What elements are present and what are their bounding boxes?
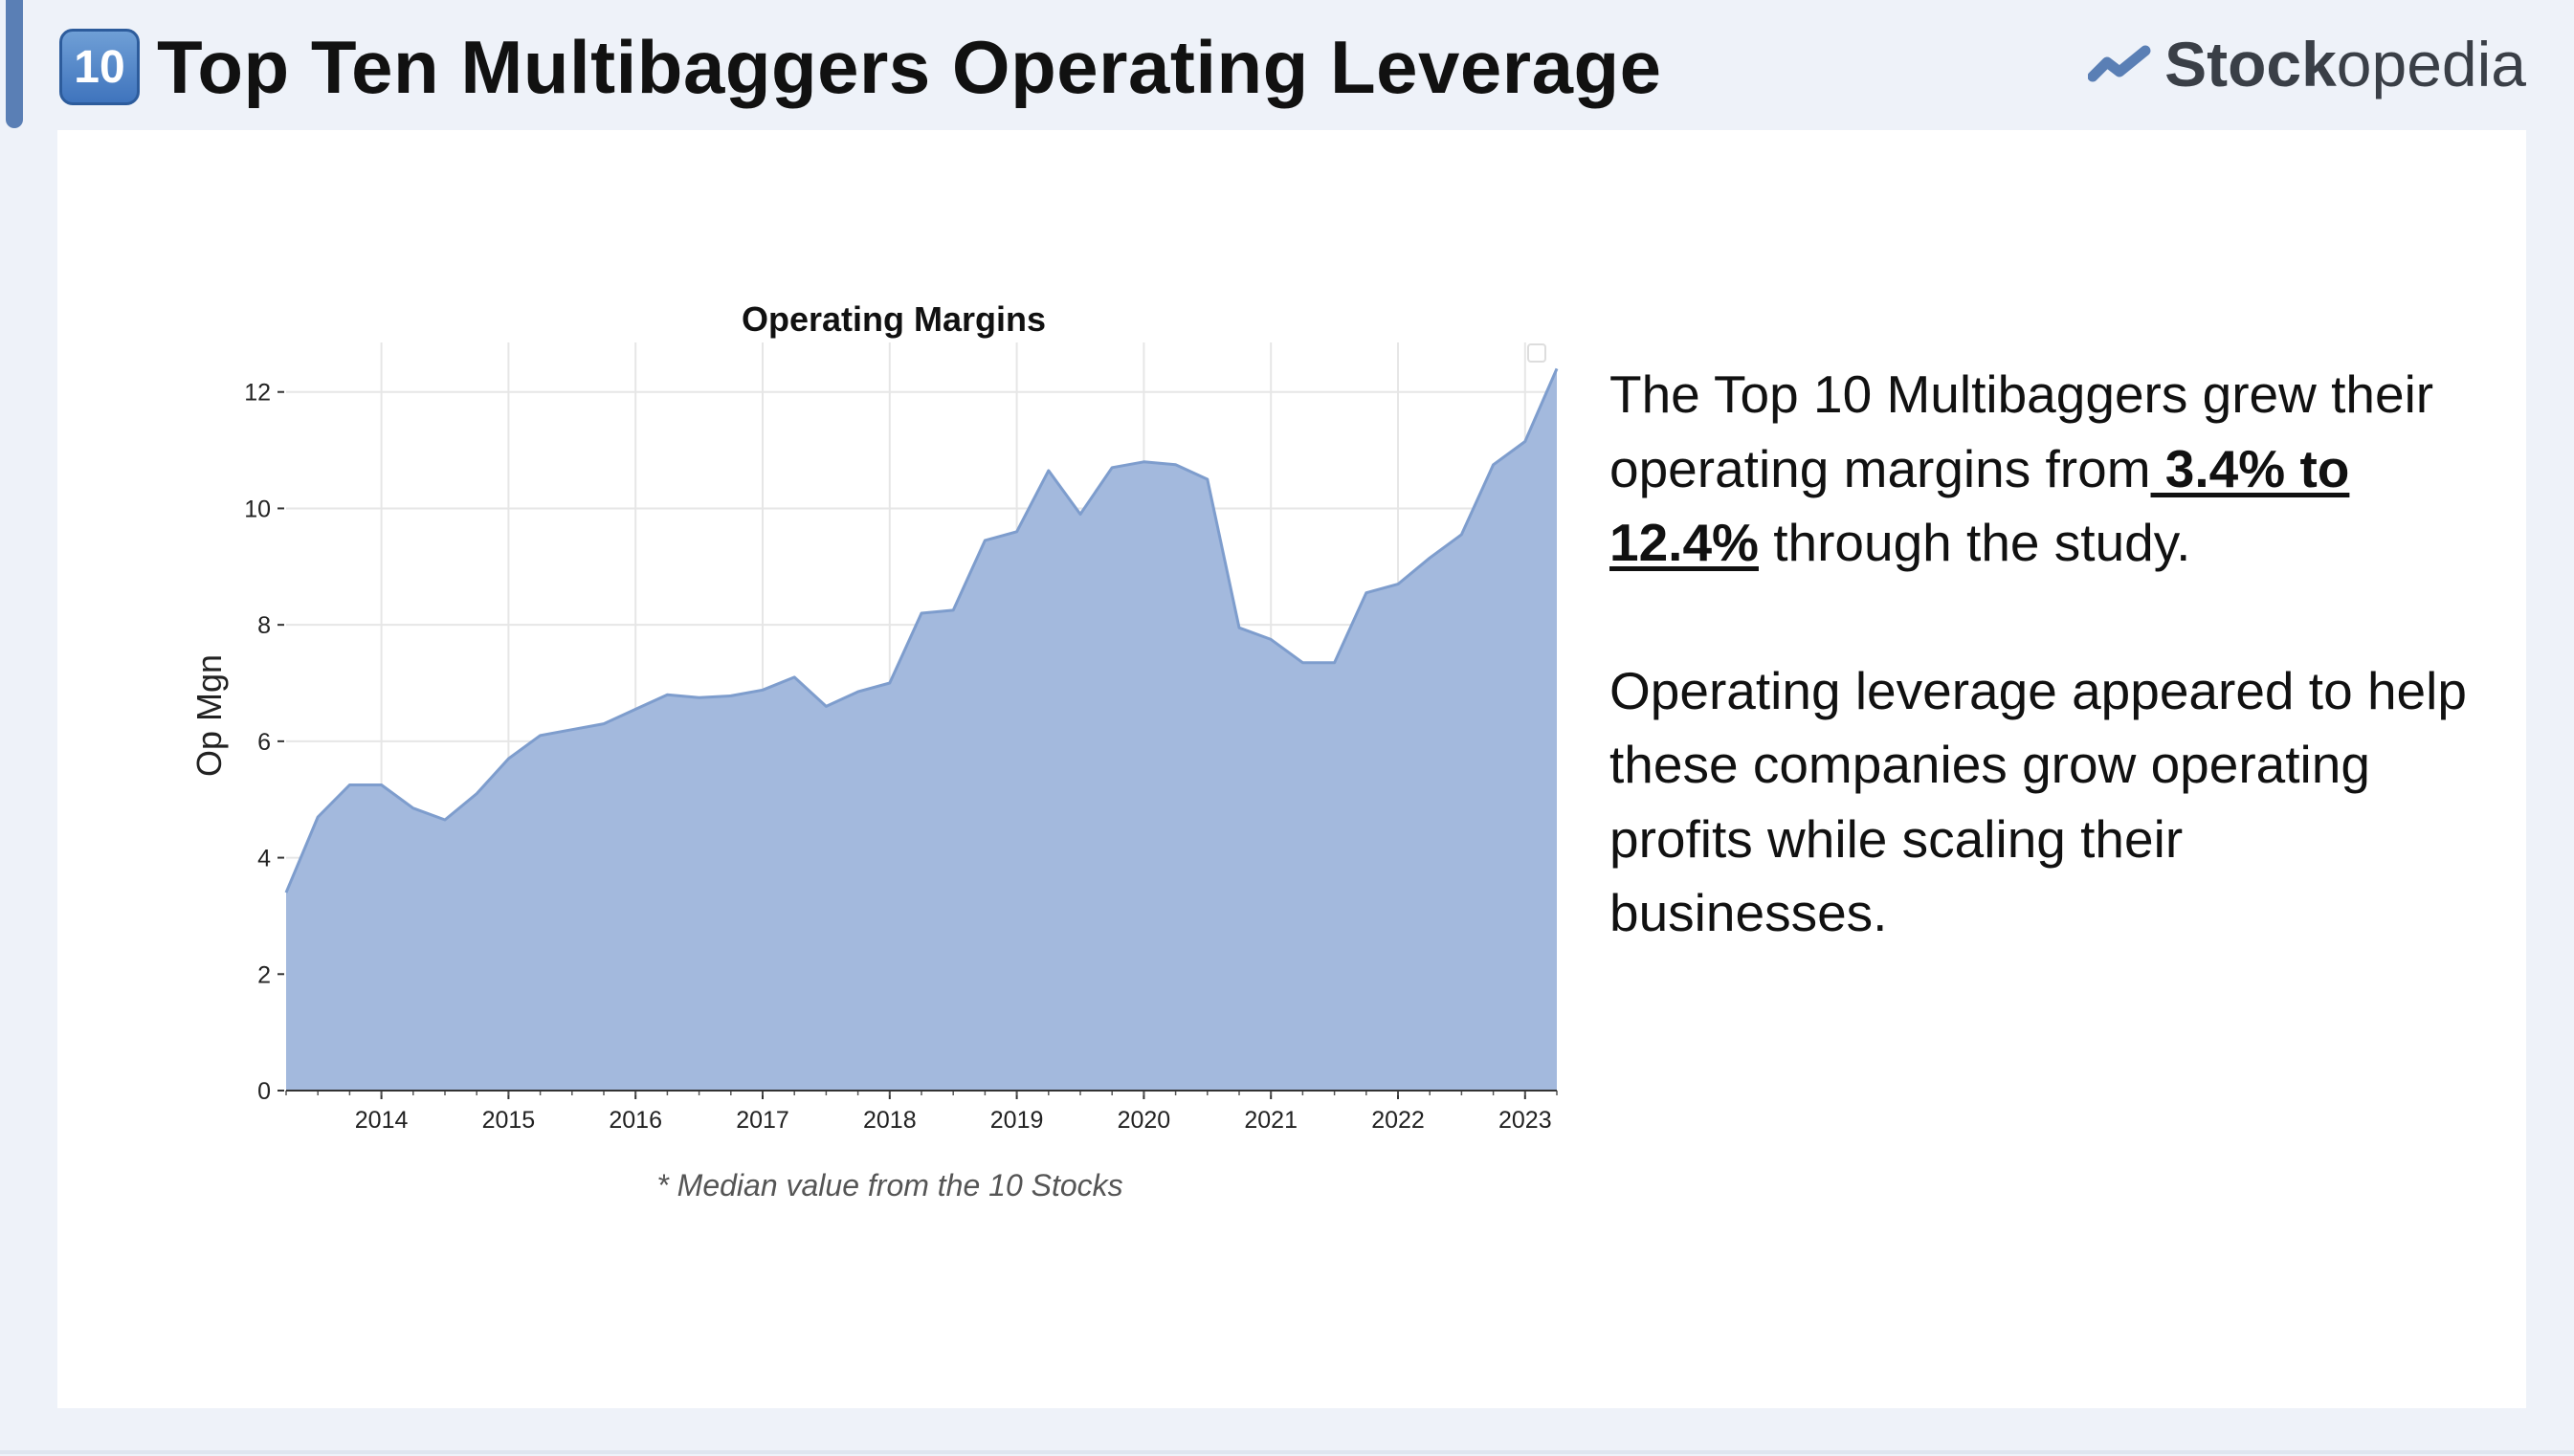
x-tick-label: 2014 <box>355 1107 409 1134</box>
accent-bar <box>6 0 23 128</box>
chart-footnote: * Median value from the 10 Stocks <box>656 1168 1123 1202</box>
brand-chart-icon <box>2088 45 2151 82</box>
x-tick-label: 2020 <box>1118 1107 1171 1134</box>
y-tick-label: 10 <box>244 496 271 522</box>
margin-range-highlight: 3.4% to 12.4% <box>1609 438 2350 573</box>
y-tick-label: 4 <box>257 846 271 872</box>
y-tick-label: 8 <box>257 612 271 639</box>
area-series-line <box>284 367 1559 893</box>
keycap-ten-icon: 10 <box>59 29 140 105</box>
brand-logo: Stockopedia <box>2088 27 2526 101</box>
page-title: Top Ten Multibaggers Operating Leverage <box>157 24 1662 109</box>
brand-name-rest: opedia <box>2336 29 2526 99</box>
x-tick-label: 2021 <box>1244 1107 1298 1134</box>
brand-name: Stockopedia <box>2164 28 2526 100</box>
bottom-rule <box>0 1450 2574 1454</box>
header: 10 Top Ten Multibaggers Operating Levera… <box>59 19 1662 115</box>
x-tick-label: 2017 <box>736 1107 789 1134</box>
y-tick-label: 2 <box>257 961 271 988</box>
x-tick-label: 2022 <box>1371 1107 1425 1134</box>
x-tick-label: 2016 <box>609 1107 662 1134</box>
chart-axes: 0 2 4 6 8 10 12 2014 2015 2016 2017 2018 2019 2020 202… <box>244 380 1558 1134</box>
x-tick-label: 2023 <box>1498 1107 1552 1134</box>
x-tick-label: 2018 <box>863 1107 917 1134</box>
chart-corner-marker <box>1527 343 1546 363</box>
para1-suffix: through the study. <box>1758 513 2191 572</box>
para1-prefix: The Top 10 Multibaggers grew their opera… <box>1609 364 2434 498</box>
description-paragraph-1: The Top 10 Multibaggers grew their opera… <box>1609 358 2471 581</box>
y-axis-label: Op Mgn <box>189 654 229 777</box>
x-tick-label: 2015 <box>482 1107 536 1134</box>
keycap-label: 10 <box>74 41 125 93</box>
description-paragraph-2: Operating leverage appeared to help thes… <box>1609 660 2467 943</box>
brand-name-bold: Stock <box>2164 29 2337 99</box>
chart-title: Operating Margins <box>741 299 1047 339</box>
description-panel: The Top 10 Multibaggers grew their opera… <box>1609 358 2471 951</box>
y-tick-label: 12 <box>244 380 271 407</box>
area-series-fill <box>286 368 1557 1091</box>
x-tick-label: 2019 <box>990 1107 1044 1134</box>
y-tick-label: 6 <box>257 729 271 756</box>
y-tick-label: 0 <box>257 1078 271 1105</box>
